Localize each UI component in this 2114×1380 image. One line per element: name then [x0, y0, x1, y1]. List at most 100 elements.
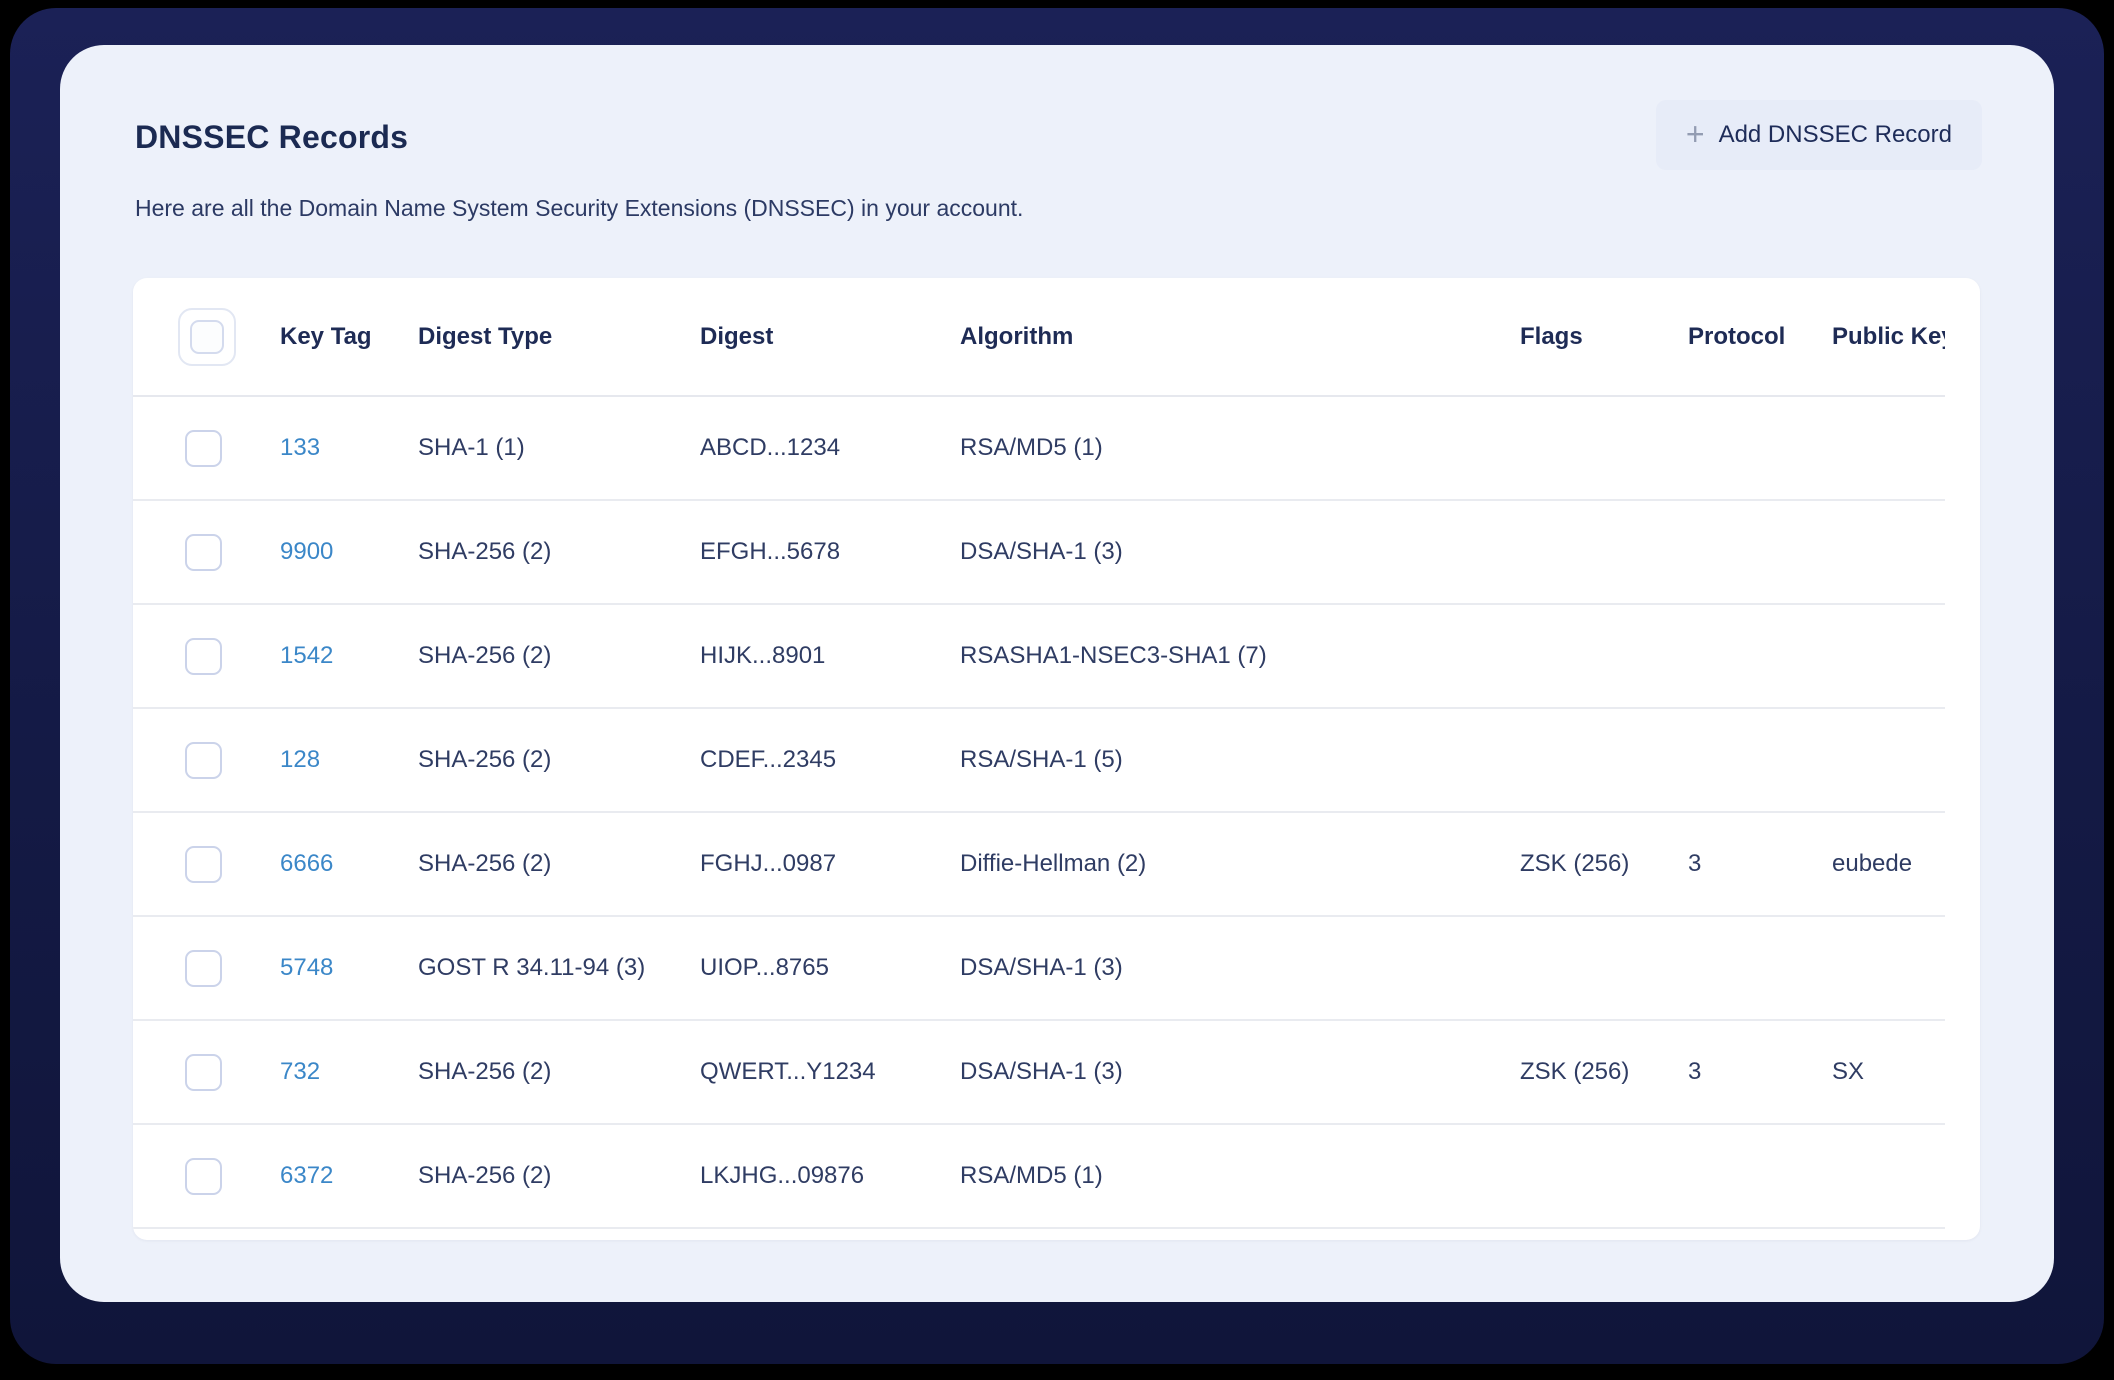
flags-cell: ZSK (256)	[1520, 812, 1688, 917]
column-header-public-key: Public Key	[1832, 278, 1945, 397]
flags-cell	[1520, 916, 1688, 1021]
algorithm-cell: RSA/MD5 (1)	[960, 396, 1520, 501]
digest-cell: QWERT...Y1234	[700, 1020, 960, 1125]
row-checkbox[interactable]	[185, 637, 222, 675]
dnssec-table-card: Key Tag Digest Type Digest Algorithm Fla…	[133, 278, 1980, 1240]
table-row: 6666 SHA-256 (2) FGHJ...0987 Diffie-Hell…	[133, 812, 1945, 917]
protocol-cell	[1688, 916, 1832, 1021]
algorithm-cell: Diffie-Hellman (2)	[960, 812, 1520, 917]
add-dnssec-record-label: Add DNSSEC Record	[1718, 121, 1952, 148]
row-checkbox-cell	[133, 916, 280, 1021]
table-row: 5748 GOST R 34.11-94 (3) UIOP...8765 DSA…	[133, 916, 1945, 1021]
dnssec-table: Key Tag Digest Type Digest Algorithm Fla…	[133, 278, 1945, 1229]
column-header-digest: Digest	[700, 278, 960, 397]
row-checkbox[interactable]	[185, 1053, 222, 1091]
digest-type-cell: SHA-256 (2)	[418, 604, 700, 709]
key-tag-link[interactable]: 5748	[280, 954, 334, 981]
public-key-cell: eubede	[1832, 812, 1945, 917]
digest-cell: HIJK...8901	[700, 604, 960, 709]
row-checkbox-cell	[133, 500, 280, 605]
flags-cell	[1520, 708, 1688, 813]
page-subtitle: Here are all the Domain Name System Secu…	[135, 195, 1024, 221]
flags-cell: ZSK (256)	[1520, 1020, 1688, 1125]
algorithm-cell: RSA/MD5 (1)	[960, 1124, 1520, 1229]
row-checkbox-cell	[133, 1124, 280, 1229]
algorithm-cell: DSA/SHA-1 (3)	[960, 1020, 1520, 1125]
table-row: 128 SHA-256 (2) CDEF...2345 RSA/SHA-1 (5…	[133, 708, 1945, 813]
key-tag-cell: 133	[280, 396, 418, 501]
select-all-checkbox[interactable]	[178, 307, 236, 366]
row-checkbox[interactable]	[185, 533, 222, 571]
digest-type-cell: GOST R 34.11-94 (3)	[418, 916, 700, 1021]
table-header-row: Key Tag Digest Type Digest Algorithm Fla…	[133, 278, 1945, 397]
row-checkbox[interactable]	[185, 429, 222, 467]
row-checkbox-cell	[133, 708, 280, 813]
digest-type-cell: SHA-256 (2)	[418, 708, 700, 813]
column-header-protocol: Protocol	[1688, 278, 1832, 397]
protocol-cell: 3	[1688, 1020, 1832, 1125]
protocol-cell	[1688, 1124, 1832, 1229]
row-checkbox[interactable]	[185, 845, 222, 883]
key-tag-link[interactable]: 732	[280, 1058, 321, 1085]
protocol-cell	[1688, 604, 1832, 709]
checkbox-box	[190, 319, 224, 354]
public-key-cell	[1832, 708, 1945, 813]
row-checkbox-cell	[133, 1020, 280, 1125]
digest-type-cell: SHA-256 (2)	[418, 1124, 700, 1229]
row-checkbox-cell	[133, 604, 280, 709]
public-key-cell	[1832, 500, 1945, 605]
protocol-cell	[1688, 396, 1832, 501]
algorithm-cell: RSA/SHA-1 (5)	[960, 708, 1520, 813]
key-tag-cell: 6372	[280, 1124, 418, 1229]
digest-type-cell: SHA-256 (2)	[418, 500, 700, 605]
table-row: 1542 SHA-256 (2) HIJK...8901 RSASHA1-NSE…	[133, 604, 1945, 709]
digest-cell: CDEF...2345	[700, 708, 960, 813]
column-header-algorithm: Algorithm	[960, 278, 1520, 397]
column-header-flags: Flags	[1520, 278, 1688, 397]
algorithm-cell: RSASHA1-NSEC3-SHA1 (7)	[960, 604, 1520, 709]
key-tag-link[interactable]: 6372	[280, 1162, 334, 1189]
digest-cell: UIOP...8765	[700, 916, 960, 1021]
digest-cell: FGHJ...0987	[700, 812, 960, 917]
table-row: 6372 SHA-256 (2) LKJHG...09876 RSA/MD5 (…	[133, 1124, 1945, 1229]
public-key-cell	[1832, 916, 1945, 1021]
key-tag-cell: 6666	[280, 812, 418, 917]
row-checkbox[interactable]	[185, 1157, 222, 1195]
key-tag-cell: 9900	[280, 500, 418, 605]
digest-cell: EFGH...5678	[700, 500, 960, 605]
plus-icon: +	[1685, 115, 1705, 152]
key-tag-cell: 5748	[280, 916, 418, 1021]
digest-cell: ABCD...1234	[700, 396, 960, 501]
flags-cell	[1520, 500, 1688, 605]
digest-cell: LKJHG...09876	[700, 1124, 960, 1229]
row-checkbox[interactable]	[185, 741, 222, 779]
key-tag-cell: 128	[280, 708, 418, 813]
digest-type-cell: SHA-1 (1)	[418, 396, 700, 501]
algorithm-cell: DSA/SHA-1 (3)	[960, 500, 1520, 605]
flags-cell	[1520, 604, 1688, 709]
protocol-cell	[1688, 708, 1832, 813]
row-checkbox[interactable]	[185, 949, 222, 987]
protocol-cell: 3	[1688, 812, 1832, 917]
key-tag-link[interactable]: 133	[280, 434, 321, 461]
key-tag-link[interactable]: 6666	[280, 850, 334, 877]
key-tag-link[interactable]: 9900	[280, 538, 334, 565]
algorithm-cell: DSA/SHA-1 (3)	[960, 916, 1520, 1021]
row-checkbox-cell	[133, 396, 280, 501]
key-tag-link[interactable]: 1542	[280, 642, 334, 669]
key-tag-cell: 1542	[280, 604, 418, 709]
page-card: DNSSEC Records Here are all the Domain N…	[60, 45, 2054, 1302]
column-header-digest-type: Digest Type	[418, 278, 700, 397]
select-all-header-cell	[133, 278, 280, 397]
public-key-cell	[1832, 396, 1945, 501]
protocol-cell	[1688, 500, 1832, 605]
table-row: 9900 SHA-256 (2) EFGH...5678 DSA/SHA-1 (…	[133, 500, 1945, 605]
flags-cell	[1520, 396, 1688, 501]
add-dnssec-record-button[interactable]: + Add DNSSEC Record	[1655, 100, 1982, 170]
table-scroll-area[interactable]: Key Tag Digest Type Digest Algorithm Fla…	[133, 278, 1945, 1240]
public-key-cell: SX	[1832, 1020, 1945, 1125]
page-title: DNSSEC Records	[135, 119, 409, 155]
key-tag-cell: 732	[280, 1020, 418, 1125]
key-tag-link[interactable]: 128	[280, 746, 321, 773]
digest-type-cell: SHA-256 (2)	[418, 812, 700, 917]
